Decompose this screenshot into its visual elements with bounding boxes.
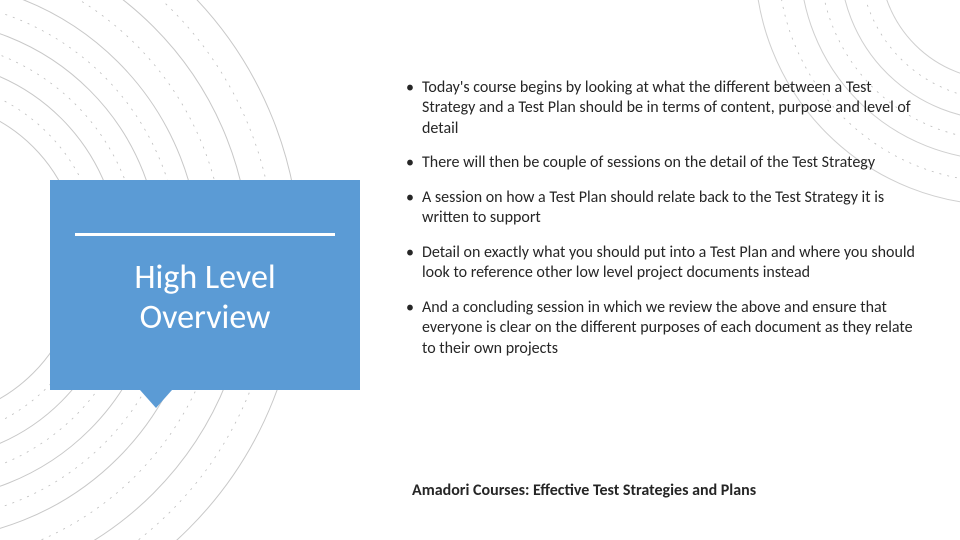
- footer-text: Amadori Courses: Effective Test Strategi…: [412, 481, 756, 500]
- title-line-2: Overview: [140, 297, 271, 338]
- title-divider: [75, 233, 335, 236]
- bullet-item: And a concluding session in which we rev…: [400, 298, 920, 359]
- slide-title: High Level Overview: [134, 258, 275, 336]
- title-card: High Level Overview: [50, 180, 360, 390]
- title-card-pointer-icon: [140, 390, 172, 408]
- bullet-item: Today's course begins by looking at what…: [400, 78, 920, 139]
- title-line-1: High Level: [134, 257, 275, 298]
- bullet-list: Today's course begins by looking at what…: [400, 78, 920, 373]
- bullet-item: There will then be couple of sessions on…: [400, 153, 920, 173]
- bullet-item: A session on how a Test Plan should rela…: [400, 188, 920, 229]
- bullet-item: Detail on exactly what you should put in…: [400, 243, 920, 284]
